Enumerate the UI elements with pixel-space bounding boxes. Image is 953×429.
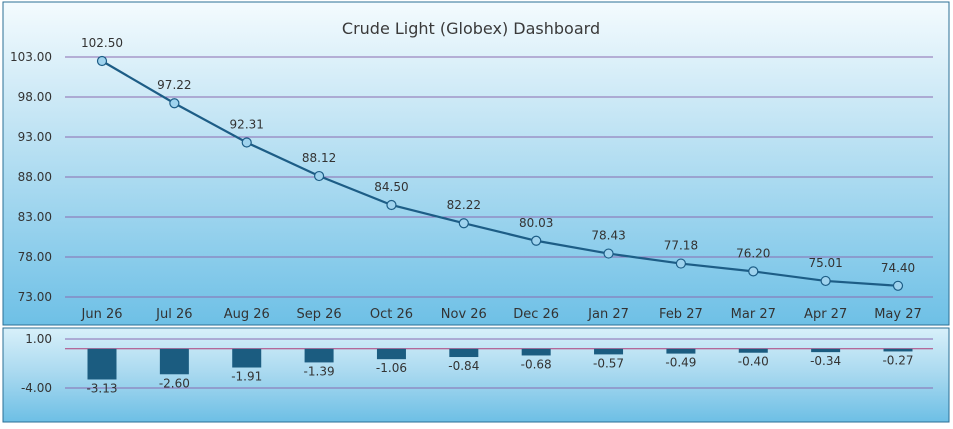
bar-data-label: -1.06 xyxy=(376,361,407,375)
delta-bar xyxy=(232,348,262,368)
x-tick-label: Jun 26 xyxy=(81,307,123,322)
y-tick-label: 93.00 xyxy=(18,130,52,144)
y-tick-label: 98.00 xyxy=(18,90,52,104)
bar-data-label: -0.27 xyxy=(882,353,913,367)
x-tick-label: Feb 27 xyxy=(659,307,703,322)
main-gridlines xyxy=(65,56,933,298)
x-tick-label: Mar 27 xyxy=(731,307,776,322)
data-point xyxy=(386,199,397,211)
main-y-tick-labels: 103.00 98.00 93.00 88.00 83.00 78.00 73.00 xyxy=(10,50,52,304)
data-label: 74.40 xyxy=(881,261,915,275)
x-tick-label: Jan 27 xyxy=(587,307,629,322)
data-label: 76.20 xyxy=(736,246,770,260)
data-label: 78.43 xyxy=(591,229,625,243)
data-label: 97.22 xyxy=(157,78,191,92)
bar-data-label: -0.34 xyxy=(810,354,841,368)
data-label: 102.50 xyxy=(81,36,123,50)
data-point xyxy=(892,280,904,291)
data-label: 84.50 xyxy=(374,180,408,194)
bar-data-label: -1.91 xyxy=(231,370,262,384)
delta-y-tick-labels: 1.00 -4.00 xyxy=(21,332,52,395)
data-point xyxy=(458,218,469,229)
x-tick-label: Oct 26 xyxy=(370,307,413,322)
x-tick-label: Sep 26 xyxy=(296,307,341,322)
x-tick-label: Dec 26 xyxy=(513,307,559,322)
x-tick-label: Jul 26 xyxy=(155,307,192,322)
delta-bar xyxy=(594,348,624,355)
bar-data-label: -0.84 xyxy=(448,359,479,373)
delta-data-labels: -3.13 -2.60 -1.91 -1.39 -1.06 -0.84 -0.68 -0.57… xyxy=(86,353,913,395)
data-label: 80.03 xyxy=(519,216,553,230)
delta-bar xyxy=(376,348,406,360)
delta-bar xyxy=(883,348,913,352)
bar-data-label: -0.40 xyxy=(738,355,769,369)
y-tick-label: 73.00 xyxy=(18,290,52,304)
data-point xyxy=(241,137,252,148)
data-point xyxy=(531,235,542,246)
x-tick-label: Aug 26 xyxy=(224,307,270,322)
data-label: 82.22 xyxy=(447,198,481,212)
delta-bar xyxy=(159,348,189,375)
chart-title: Crude Light (Globex) Dashboard xyxy=(342,19,600,38)
data-point xyxy=(313,170,325,182)
y-tick-label: 78.00 xyxy=(18,250,52,264)
x-tick-label: Nov 26 xyxy=(441,307,487,322)
data-label: 92.31 xyxy=(230,118,264,132)
delta-bar xyxy=(811,348,841,353)
y-tick-label: 1.00 xyxy=(25,332,52,346)
bar-data-label: -0.57 xyxy=(593,356,624,370)
bar-data-label: -1.39 xyxy=(304,364,335,378)
data-label: 88.12 xyxy=(302,151,336,165)
bar-data-label: -3.13 xyxy=(86,381,117,395)
price-series xyxy=(96,55,904,291)
data-point xyxy=(603,248,614,259)
delta-bar xyxy=(87,348,117,380)
price-data-labels: 102.50 97.22 92.31 88.12 84.50 82.22 80.03 78.4… xyxy=(81,36,915,275)
delta-panel xyxy=(2,327,950,423)
y-tick-label: 83.00 xyxy=(18,210,52,224)
bar-data-label: -0.68 xyxy=(521,357,552,371)
delta-bar xyxy=(304,348,334,363)
y-tick-label: 88.00 xyxy=(18,170,52,184)
delta-bar xyxy=(521,348,551,356)
bar-data-label: -0.49 xyxy=(665,356,696,370)
data-label: 75.01 xyxy=(808,256,842,270)
data-point xyxy=(748,266,759,277)
price-line xyxy=(101,60,899,287)
data-point xyxy=(96,55,108,67)
delta-bars xyxy=(65,348,933,380)
x-tick-label: May 27 xyxy=(874,307,922,322)
data-point xyxy=(169,98,180,109)
delta-gridlines xyxy=(65,338,933,389)
data-point xyxy=(820,275,831,287)
main-x-tick-labels: Jun 26 Jul 26 Aug 26 Sep 26 Oct 26 Nov 26 Dec … xyxy=(81,307,922,322)
y-tick-label: -4.00 xyxy=(21,381,52,395)
main-panel xyxy=(2,1,950,326)
bar-data-label: -2.60 xyxy=(159,376,190,390)
delta-bar xyxy=(738,348,768,353)
x-tick-label: Apr 27 xyxy=(804,307,847,322)
data-point xyxy=(675,258,687,269)
delta-bar xyxy=(666,348,696,354)
delta-bar xyxy=(449,348,479,358)
data-label: 77.18 xyxy=(664,239,698,253)
y-tick-label: 103.00 xyxy=(10,50,52,64)
